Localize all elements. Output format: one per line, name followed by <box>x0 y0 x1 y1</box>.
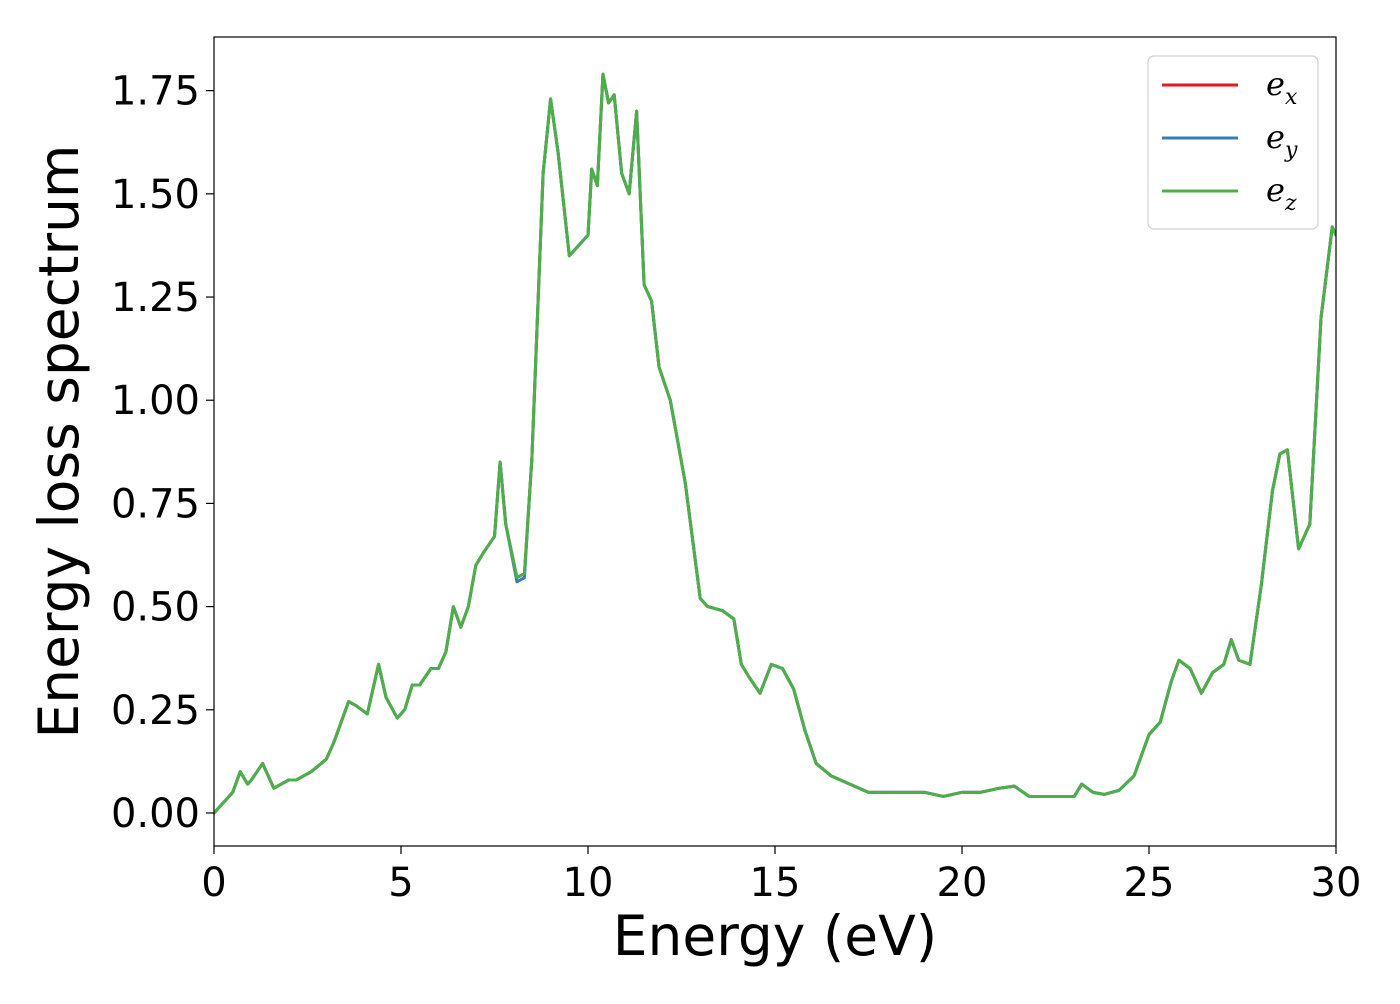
y-tick-label: 1.50 <box>111 172 200 218</box>
x-tick-label: 0 <box>201 860 226 906</box>
x-axis-title: Energy (eV) <box>613 904 937 968</box>
legend-label-x: ex <box>1266 65 1298 110</box>
legend-label-z: ez <box>1266 171 1297 216</box>
x-tick-label: 15 <box>750 860 801 906</box>
x-tick-label: 20 <box>937 860 988 906</box>
y-tick-label: 1.00 <box>111 378 200 424</box>
series-line-z <box>214 72 1336 815</box>
x-tick-label: 30 <box>1311 860 1362 906</box>
legend-label-y: ey <box>1266 118 1298 163</box>
series-layer <box>214 72 1336 815</box>
x-tick-label: 10 <box>563 860 614 906</box>
y-tick-label: 1.75 <box>111 69 200 115</box>
y-tick-label: 0.75 <box>111 481 200 527</box>
y-tick-label: 0.00 <box>111 791 200 837</box>
legend-box <box>1147 55 1319 230</box>
y-axis-title: Energy loss spectrum <box>27 144 91 738</box>
x-tick-label: 25 <box>1124 860 1175 906</box>
x-axis: 0 5 10 15 20 25 30 <box>201 846 1361 906</box>
y-tick-label: 0.50 <box>111 585 200 631</box>
x-tick-label: 5 <box>388 860 413 906</box>
y-tick-label: 0.25 <box>111 688 200 734</box>
legend: ex ey ez <box>1147 55 1319 230</box>
y-tick-label: 1.25 <box>111 275 200 321</box>
y-axis: 0.00 0.25 0.50 0.75 1.00 1.25 1.50 1.75 <box>111 69 214 837</box>
